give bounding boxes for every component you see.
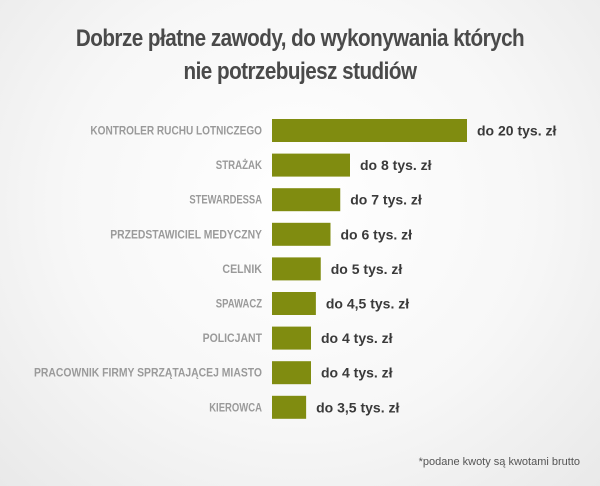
category-label: CELNIK <box>222 262 262 276</box>
category-label: PRACOWNIK FIRMY SPRZĄTAJĄCEJ MIASTO <box>34 366 262 380</box>
chart-title-line-1: Dobrze płatne zawody, do wykonywania któ… <box>75 25 525 52</box>
value-label: do 5 tys. zł <box>331 261 403 277</box>
category-label: POLICJANT <box>203 331 263 345</box>
chart-title: Dobrze płatne zawody, do wykonywania któ… <box>42 22 558 88</box>
value-label: do 3,5 tys. zł <box>316 399 399 415</box>
category-label: SPAWACZ <box>216 297 262 311</box>
bar <box>272 257 321 281</box>
bar <box>272 326 311 350</box>
category-label: STEWARDESSA <box>189 193 262 207</box>
value-label: do 4 tys. zł <box>321 330 393 346</box>
category-label: KONTROLER RUCHU LOTNICZEGO <box>90 124 262 138</box>
value-label: do 6 tys. zł <box>341 226 413 242</box>
value-label: do 20 tys. zł <box>477 123 556 139</box>
category-label: STRAŻAK <box>216 157 262 172</box>
bar <box>272 119 467 142</box>
value-label: do 4,5 tys. zł <box>326 296 409 312</box>
value-label: do 8 tys. zł <box>360 157 432 173</box>
category-label: KIEROWCA <box>209 400 262 414</box>
bar <box>272 188 341 212</box>
bar <box>272 395 307 419</box>
footnote: *podane kwoty są kwotami brutto <box>418 456 580 468</box>
bar <box>272 361 311 385</box>
chart-title-line-2: nie potrzebujesz studiów <box>183 58 417 85</box>
bar <box>272 222 331 246</box>
value-label: do 4 tys. zł <box>321 365 393 381</box>
category-label: PRZEDSTAWICIEL MEDYCZNY <box>110 227 262 241</box>
value-label: do 7 tys. zł <box>350 192 422 208</box>
bar <box>272 292 316 315</box>
bar <box>272 153 350 177</box>
